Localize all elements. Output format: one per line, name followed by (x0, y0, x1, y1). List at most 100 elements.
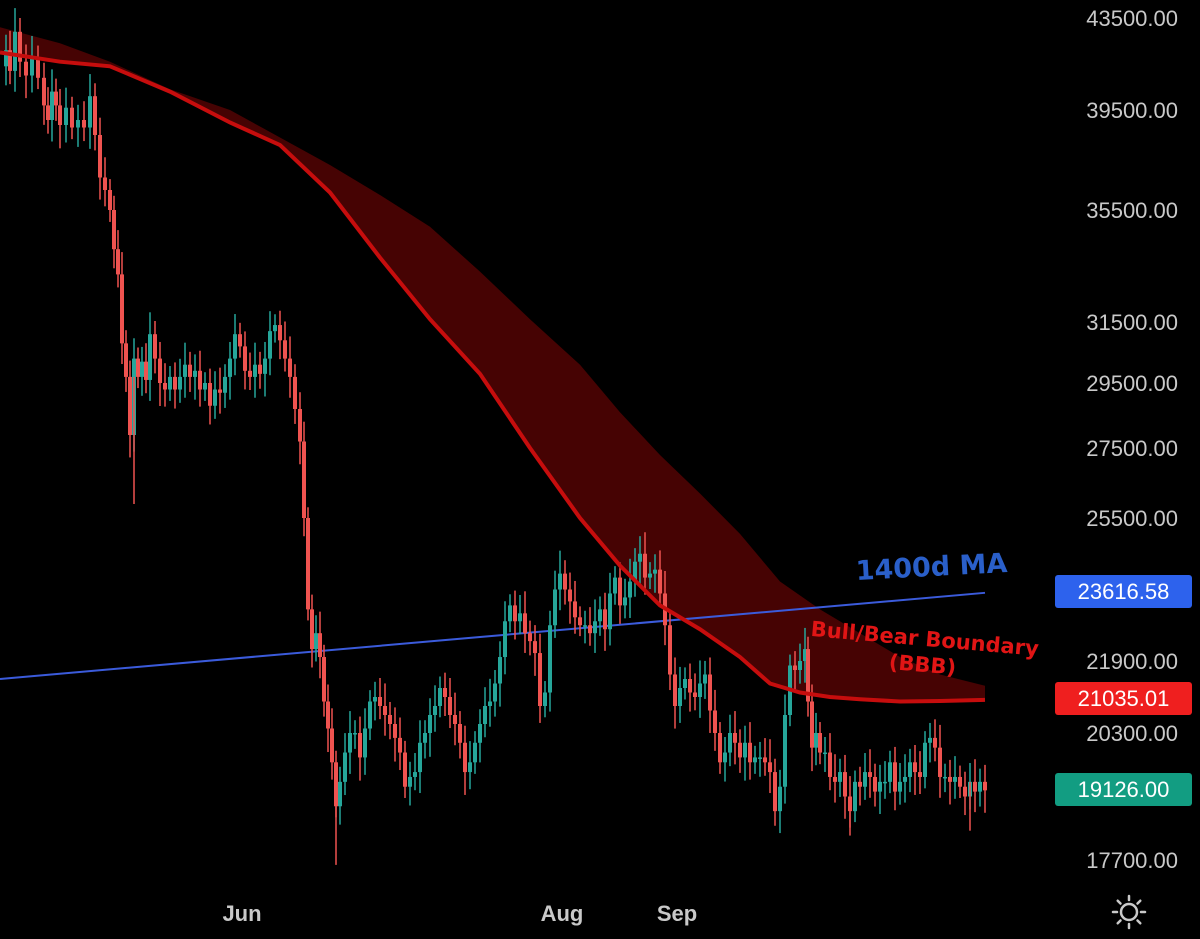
candle-body (573, 601, 577, 618)
candle-body (523, 613, 527, 634)
candle-body (58, 105, 62, 125)
candle-body (778, 786, 782, 812)
candle-body (368, 701, 372, 729)
candle-body (953, 776, 957, 782)
candle-body (838, 772, 842, 782)
bbb-line (0, 50, 986, 704)
candle-body (903, 776, 907, 782)
candle-body (518, 613, 522, 622)
candle-body (208, 383, 212, 406)
candle-body (54, 91, 58, 106)
candle-body (963, 786, 967, 797)
candle-body (943, 776, 947, 779)
candle-body (548, 625, 552, 693)
y-tick-label: 43500.00 (1086, 6, 1178, 31)
candle-body (158, 358, 162, 383)
candle-body (863, 772, 867, 787)
candle-body (763, 757, 767, 763)
candle-body (733, 733, 737, 743)
candle-body (538, 653, 542, 706)
candle-body (306, 518, 310, 610)
candle-body (82, 120, 86, 128)
candle-body (678, 688, 682, 706)
candle-body (723, 752, 727, 763)
candle-body (913, 762, 917, 773)
candle-body (633, 561, 637, 582)
candle-body (243, 346, 247, 371)
candle-body (793, 665, 797, 670)
candle-body (803, 649, 807, 661)
candle-body (928, 737, 932, 743)
candle-body (4, 50, 8, 67)
candle-body (653, 569, 657, 574)
candle-body (112, 210, 116, 250)
candle-body (198, 370, 202, 390)
candle-body (473, 742, 477, 763)
sun-settings-icon[interactable] (1110, 893, 1148, 931)
candle-body (433, 706, 437, 715)
candle-body (798, 661, 802, 670)
candle-body (128, 376, 132, 435)
candle-body (743, 742, 747, 758)
candle-body (883, 781, 887, 784)
candle-body (30, 57, 34, 76)
candle-body (973, 781, 977, 792)
candle-body (468, 762, 472, 773)
candle-body (322, 657, 326, 702)
ma-1400d-line (0, 591, 986, 680)
candle-body (638, 553, 642, 562)
candle-body (833, 776, 837, 782)
y-tick-label: 20300.00 (1086, 721, 1178, 746)
candle-body (648, 573, 652, 578)
candle-body (558, 573, 562, 590)
bbb-band (0, 27, 985, 702)
candle-body (403, 752, 407, 787)
candle-body (823, 752, 827, 755)
candle-body (103, 177, 107, 190)
candle-body (18, 31, 22, 62)
candle-body (483, 706, 487, 724)
candle-body (588, 625, 592, 634)
candle-body (302, 441, 306, 518)
candle-body (188, 364, 192, 377)
candle-body (668, 625, 672, 675)
x-tick-label: Aug (541, 901, 584, 926)
candle-body (463, 742, 467, 773)
candle-body (688, 679, 692, 693)
y-tick-label: 39500.00 (1086, 98, 1178, 123)
candle-body (713, 710, 717, 733)
candle-body (593, 621, 597, 634)
candle-body (478, 724, 482, 743)
candle-body (698, 683, 702, 697)
candle-body (343, 752, 347, 782)
candle-body (288, 358, 292, 377)
candle-body (438, 688, 442, 706)
candle-body (738, 742, 742, 758)
candle-body (378, 697, 382, 706)
candle-body (673, 674, 677, 706)
candle-body (806, 649, 810, 702)
candle-body (843, 772, 847, 797)
candle-body (753, 757, 757, 763)
candle-body (108, 190, 112, 210)
candle-body (563, 573, 567, 590)
candle-body (310, 609, 314, 650)
candle-body (258, 364, 262, 374)
candle-body (623, 597, 627, 606)
candle-body (878, 781, 882, 792)
candle-body (568, 589, 572, 602)
candle-body (383, 706, 387, 715)
candle-body (553, 589, 557, 626)
candle-body (498, 657, 502, 684)
candle-body (448, 697, 452, 715)
candle-body (814, 733, 818, 748)
candle-body (818, 733, 822, 753)
candle-body (893, 762, 897, 792)
candle-body (418, 742, 422, 773)
candle-body (888, 762, 892, 782)
candle-body (168, 376, 172, 390)
candle-body (398, 737, 402, 753)
candle-body (326, 701, 330, 729)
candle-body (153, 334, 157, 359)
